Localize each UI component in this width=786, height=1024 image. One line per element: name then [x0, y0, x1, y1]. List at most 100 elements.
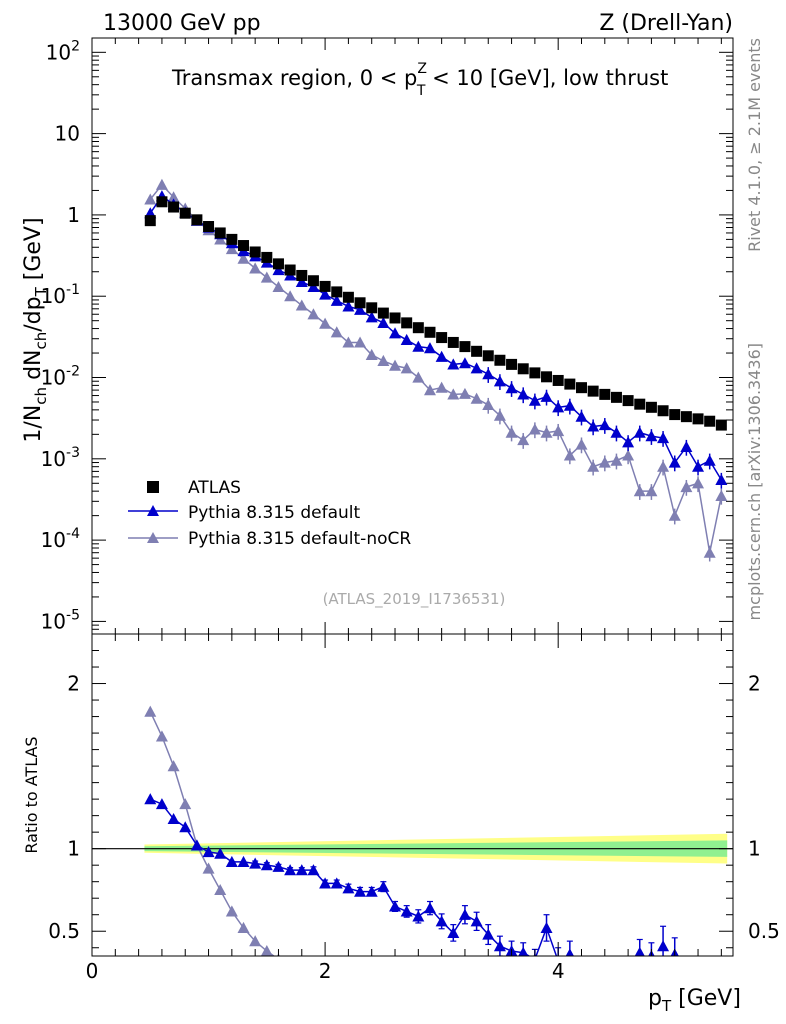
ratio-point-default [389, 900, 402, 912]
point-atlas [715, 419, 727, 431]
point-default [423, 342, 436, 354]
point-nocr [622, 449, 635, 461]
title-sup: Z [417, 61, 427, 77]
ratio-point-default [365, 885, 378, 897]
point-atlas [634, 398, 646, 410]
point-nocr [482, 398, 495, 411]
point-default [435, 350, 448, 362]
legend-nocr: Pythia 8.315 default-noCR [188, 529, 411, 549]
point-default [692, 460, 705, 472]
ratio-point-default [482, 928, 495, 940]
point-default [540, 390, 553, 402]
point-atlas [354, 297, 366, 309]
point-default [552, 401, 565, 413]
ratio-point-default [237, 855, 250, 867]
ratio-line-default [149, 798, 571, 956]
ratio-series [144, 705, 679, 956]
point-nocr [354, 336, 367, 348]
point-atlas [156, 196, 168, 208]
point-atlas [307, 275, 319, 287]
point-atlas [144, 215, 156, 227]
point-atlas [342, 291, 354, 303]
point-nocr [295, 299, 308, 311]
point-default [703, 454, 716, 466]
point-nocr [284, 290, 297, 302]
ratio-line-nocr [149, 711, 276, 956]
ratio-point-nocr [237, 921, 250, 934]
point-default [447, 358, 460, 370]
point-nocr [692, 477, 705, 489]
ratio-point-default [214, 847, 227, 859]
point-atlas [424, 326, 436, 338]
point-atlas [331, 286, 343, 298]
title-sub: T [416, 83, 426, 99]
point-nocr [563, 449, 576, 461]
point-atlas [377, 307, 389, 319]
ratio-point-default [342, 882, 355, 894]
y-tick-label: 10 [55, 122, 80, 146]
ratio-point-default [657, 940, 670, 952]
point-default [377, 316, 390, 328]
point-default [668, 456, 681, 468]
point-nocr [528, 423, 541, 435]
point-atlas [179, 207, 191, 219]
point-nocr [715, 489, 728, 501]
point-default [342, 300, 355, 312]
ratio-frame [91, 633, 734, 957]
ratio-point-default [260, 859, 273, 871]
ratio-point-default [377, 880, 390, 892]
point-atlas [680, 411, 692, 423]
point-default [517, 388, 530, 400]
point-atlas [459, 341, 471, 353]
ratio-point-default [400, 905, 413, 917]
point-atlas [657, 405, 669, 417]
point-default [354, 303, 367, 315]
point-atlas [552, 374, 564, 386]
point-nocr [237, 252, 250, 264]
title-prefix: Transmax region, 0 < p [171, 66, 417, 90]
ratio-y-tick-label: 0.5 [48, 919, 80, 943]
point-atlas [203, 221, 215, 233]
point-atlas [471, 345, 483, 357]
point-nocr [587, 460, 600, 472]
point-default [412, 340, 425, 352]
point-atlas [587, 385, 599, 397]
y-tick-label: 102 [46, 38, 80, 64]
point-nocr [400, 362, 413, 374]
legend-marker-atlas [147, 481, 159, 493]
ratio-y-tick-label: 2 [67, 672, 80, 696]
y-tick-label: 10-1 [41, 282, 80, 308]
analysis-id: (ATLAS_2019_I1736531) [323, 590, 506, 609]
point-atlas [319, 280, 331, 292]
point-atlas [296, 269, 308, 281]
point-default [482, 368, 495, 380]
point-default [657, 432, 670, 444]
ratio-point-default [295, 864, 308, 876]
point-atlas [482, 350, 494, 362]
ratio-point-default [412, 910, 425, 922]
ratio-point-default [565, 948, 574, 956]
ratio-point-default [470, 915, 483, 927]
point-atlas [529, 367, 541, 379]
point-default [389, 327, 402, 339]
point-nocr [645, 485, 658, 497]
point-atlas [599, 388, 611, 400]
point-nocr [493, 409, 506, 421]
point-nocr [342, 336, 355, 348]
y-tick-label: 10-4 [41, 526, 81, 552]
point-nocr [505, 426, 518, 438]
point-nocr [470, 392, 483, 404]
ratio-point-default [190, 839, 203, 851]
point-nocr [377, 354, 390, 367]
point-nocr [552, 424, 565, 437]
point-default [622, 436, 635, 448]
ratio-point-nocr [155, 730, 168, 742]
point-default [528, 394, 541, 406]
point-default [330, 294, 343, 306]
point-default [295, 275, 308, 287]
point-default [598, 419, 611, 431]
legend-marker-default [147, 505, 159, 516]
point-atlas [191, 214, 203, 226]
point-nocr [423, 384, 436, 396]
